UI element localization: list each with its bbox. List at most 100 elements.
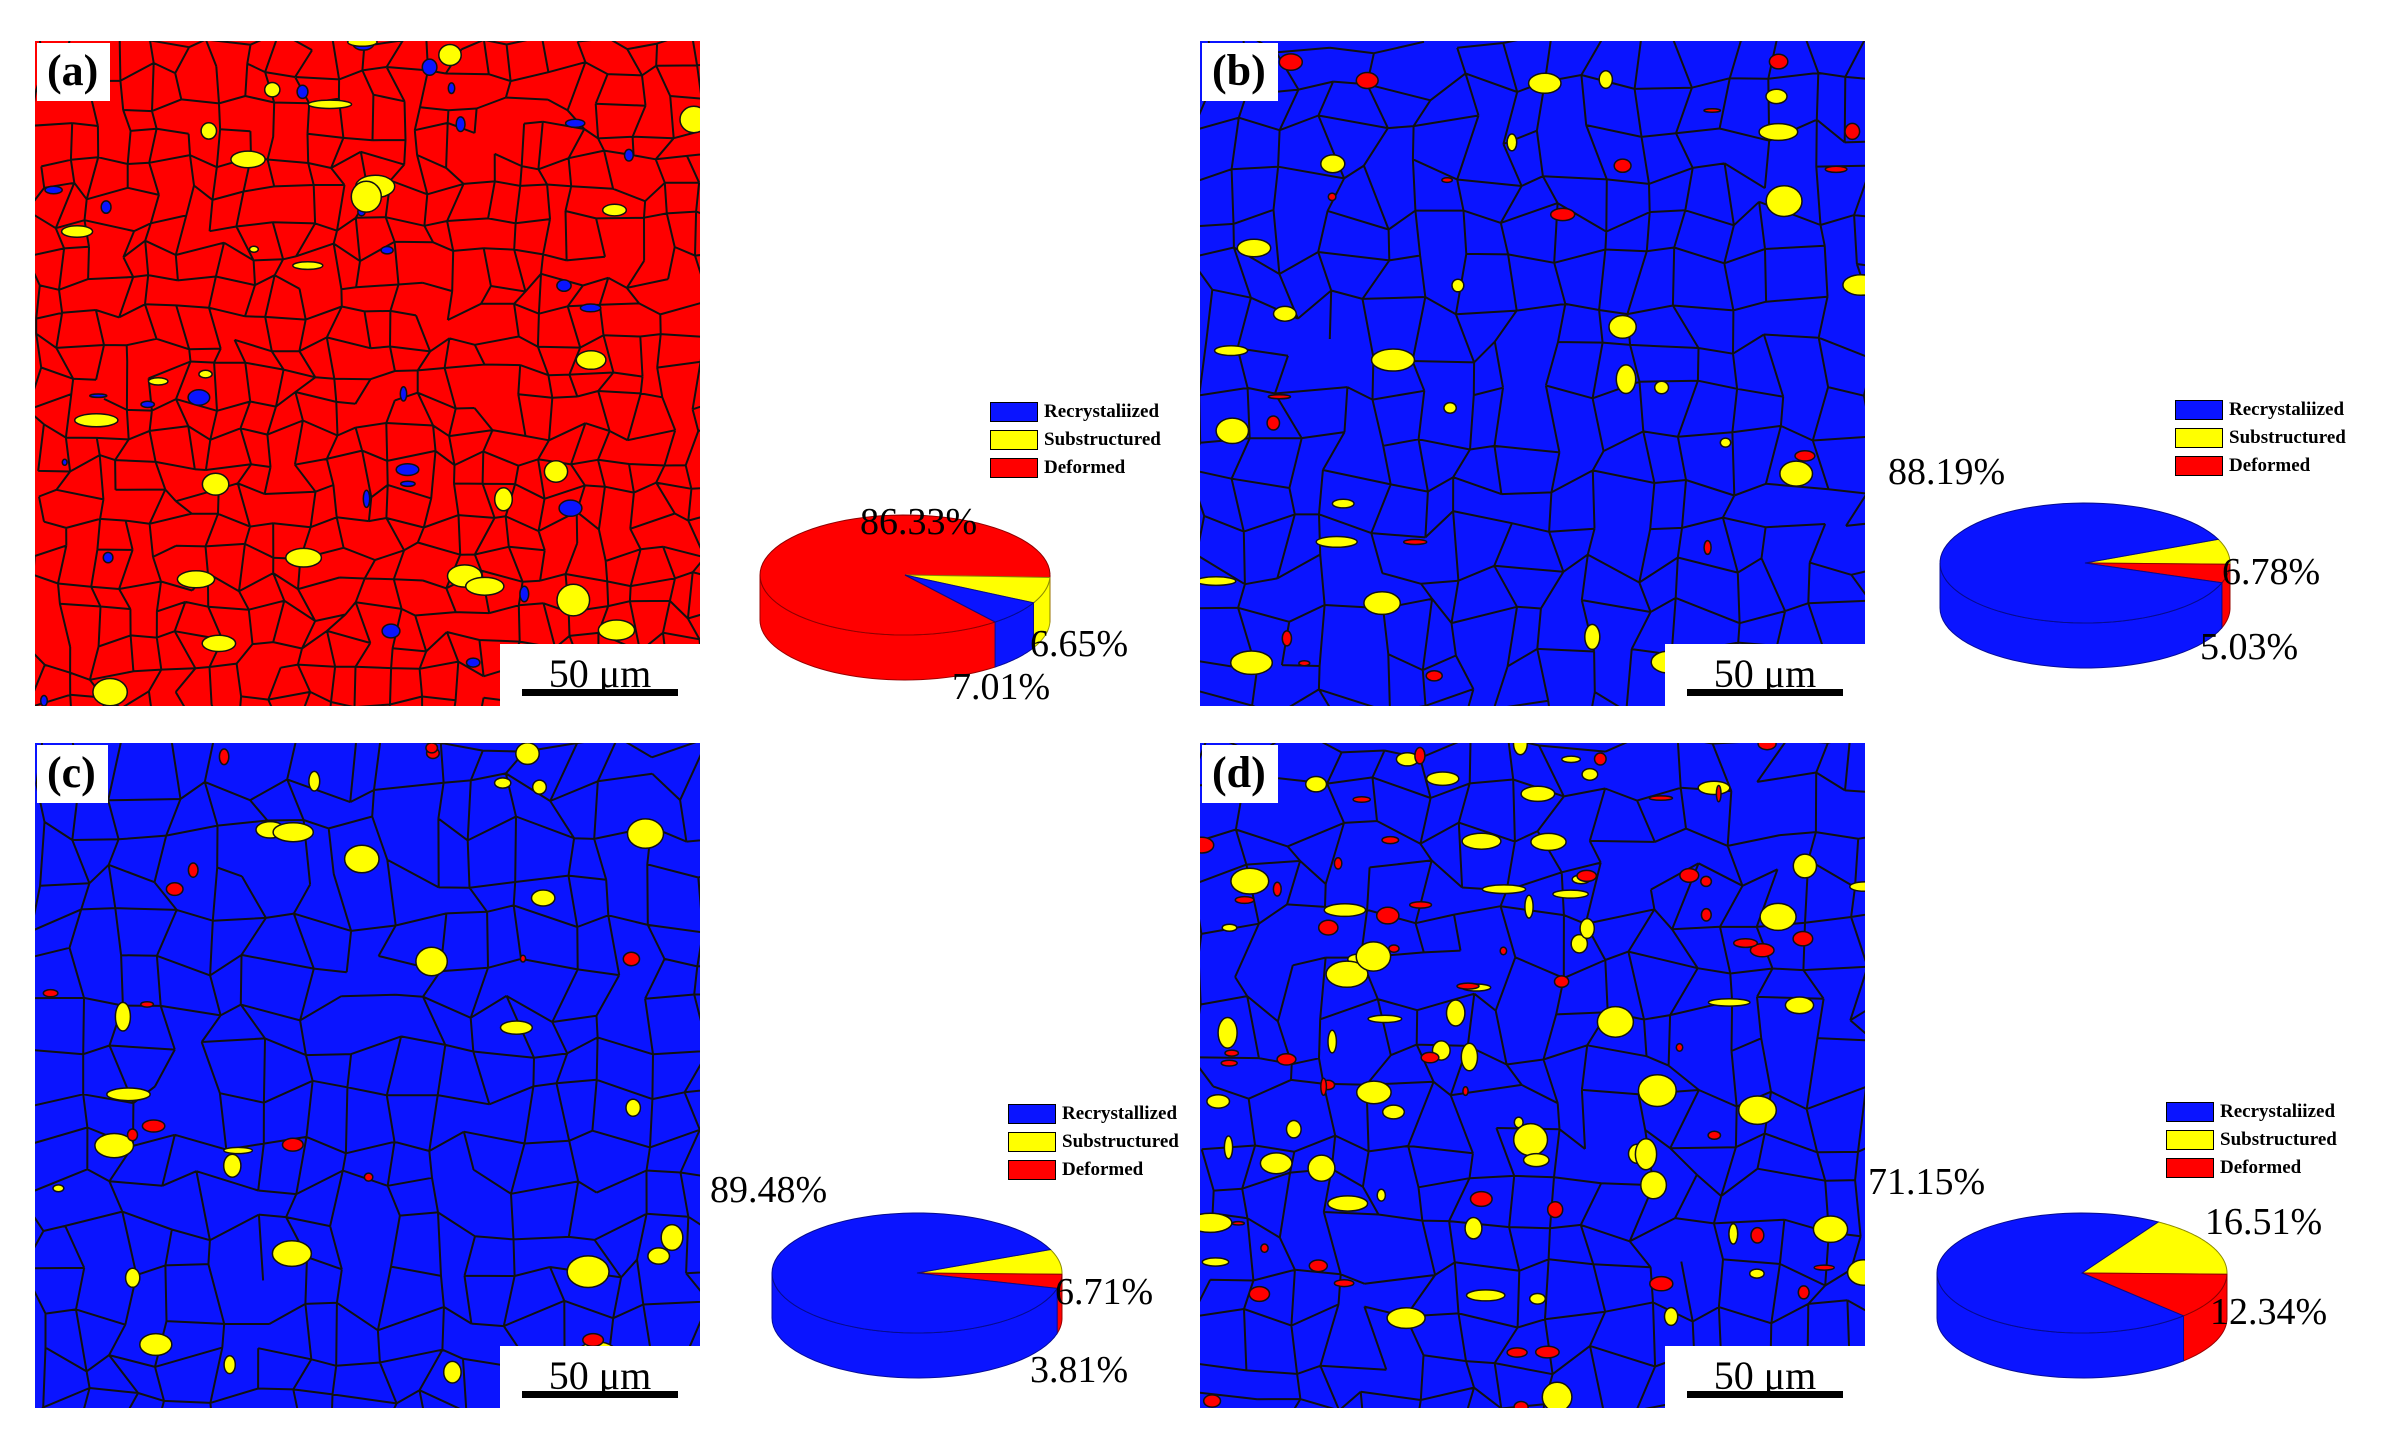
pie-chart-a (745, 490, 1065, 690)
grain-deformed (1260, 1243, 1269, 1254)
grain-substructured (1363, 591, 1402, 616)
grain-substructured (1215, 417, 1250, 445)
grain-deformed (1202, 1394, 1222, 1408)
grain-deformed (1469, 1190, 1493, 1208)
grain-deformed (1298, 659, 1311, 667)
grain-deformed (1327, 192, 1337, 202)
legend-item-recrystallized: Recrystaliized (990, 398, 1161, 426)
pie-label-deformed: 12.34% (2210, 1291, 2328, 1333)
grain-substructured (200, 121, 218, 140)
grain-deformed (1220, 1059, 1238, 1067)
pie-label-recrystallized: 89.48% (710, 1169, 828, 1211)
legend-label: Deformed (2229, 455, 2311, 476)
grain-substructured (1552, 889, 1590, 899)
grain-substructured (1759, 902, 1797, 932)
grain-substructured (1528, 1292, 1547, 1305)
legend-label: Substructured (2229, 427, 2346, 448)
grain-deformed (1441, 177, 1454, 184)
grain-deformed (140, 1000, 155, 1008)
grain-deformed (1844, 122, 1861, 141)
grain-deformed (187, 862, 199, 878)
grain-substructured (1386, 1307, 1426, 1330)
grain-substructured (1355, 1080, 1392, 1105)
grain-deformed (1333, 857, 1343, 870)
grain-substructured (1200, 1212, 1233, 1234)
grain-substructured (1849, 881, 1865, 893)
pie-slice-deformed (2081, 1272, 2228, 1317)
grain-substructured (1561, 755, 1582, 764)
grain-substructured (601, 203, 628, 217)
pie-slice-substructured (916, 1249, 1063, 1275)
grain-substructured (1527, 72, 1562, 95)
grain-substructured (271, 1240, 313, 1268)
grain-deformed (1715, 784, 1722, 803)
grain-recrystallized (447, 82, 456, 95)
grain-substructured (1522, 1152, 1550, 1168)
grain-substructured (343, 844, 380, 874)
grain-substructured (1697, 780, 1731, 796)
grain-substructured (597, 619, 636, 641)
grain-deformed (1757, 743, 1777, 751)
grain-substructured (1524, 894, 1534, 919)
grain-substructured (92, 677, 129, 706)
legend-label: Substructured (1062, 1131, 1179, 1152)
grain-recrystallized (421, 58, 438, 77)
pie-svg (1939, 502, 2231, 669)
grain-deformed (1281, 630, 1293, 647)
grain-substructured (124, 1267, 141, 1289)
grain-deformed (1333, 1279, 1355, 1288)
grain-deformed (1420, 1051, 1440, 1064)
grain-deformed (165, 882, 184, 897)
legend-item-substructured: Substructured (1008, 1128, 1179, 1156)
grain-substructured (1663, 1306, 1679, 1327)
grain-substructured (1425, 771, 1460, 787)
panel-label: (d) (1202, 745, 1278, 804)
grain-substructured (1461, 832, 1502, 850)
grain-substructured (73, 413, 119, 428)
legend-item-deformed: Deformed (1008, 1156, 1179, 1184)
grain-substructured (176, 570, 216, 589)
grain-substructured (1596, 1005, 1635, 1038)
grain-substructured (499, 1020, 534, 1035)
legend-item-deformed: Deformed (990, 454, 1161, 482)
grain-substructured (350, 180, 383, 213)
grain-substructured (1707, 997, 1751, 1007)
pie-slice-recrystallized (1939, 502, 2223, 624)
grain-substructured (1323, 903, 1367, 918)
grain-substructured (1285, 1119, 1302, 1139)
grain-deformed (1231, 1220, 1246, 1226)
grain-deformed (1549, 207, 1576, 222)
grain-substructured (106, 1087, 151, 1102)
grain-deformed (1248, 1285, 1271, 1303)
grain-substructured (531, 779, 548, 795)
panel-label: (c) (37, 745, 108, 804)
grain-deformed (519, 954, 527, 963)
grain-substructured (1584, 623, 1601, 651)
grain-substructured (1541, 1381, 1573, 1408)
grain-substructured (1213, 344, 1249, 357)
grain-substructured (515, 743, 540, 766)
grain-deformed (1414, 746, 1426, 765)
grain-deformed (1534, 1345, 1560, 1359)
grain-deformed (1408, 900, 1433, 909)
grain-substructured (543, 460, 569, 483)
grain-deformed (1499, 946, 1508, 956)
grain-recrystallized (187, 389, 211, 406)
grain-substructured (575, 349, 607, 371)
scale-bar-line (1687, 1391, 1843, 1398)
legend: Recrystaliized Substructured Deformed (2166, 1098, 2337, 1182)
grain-substructured (307, 99, 353, 110)
pie-svg (759, 514, 1051, 681)
grain-deformed (1553, 975, 1570, 989)
grain-substructured (679, 105, 700, 134)
grain-substructured (248, 245, 260, 254)
scale-bar: 50 μm (1665, 1346, 1865, 1408)
grain-substructured (308, 770, 321, 792)
legend-label: Substructured (2220, 1129, 2337, 1150)
grain-deformed (1355, 71, 1379, 90)
grain-deformed (1234, 895, 1255, 905)
ebsd-background (1200, 41, 1865, 706)
grain-substructured (415, 946, 449, 977)
grain-deformed (1308, 1259, 1329, 1273)
grain-deformed (1700, 875, 1713, 888)
